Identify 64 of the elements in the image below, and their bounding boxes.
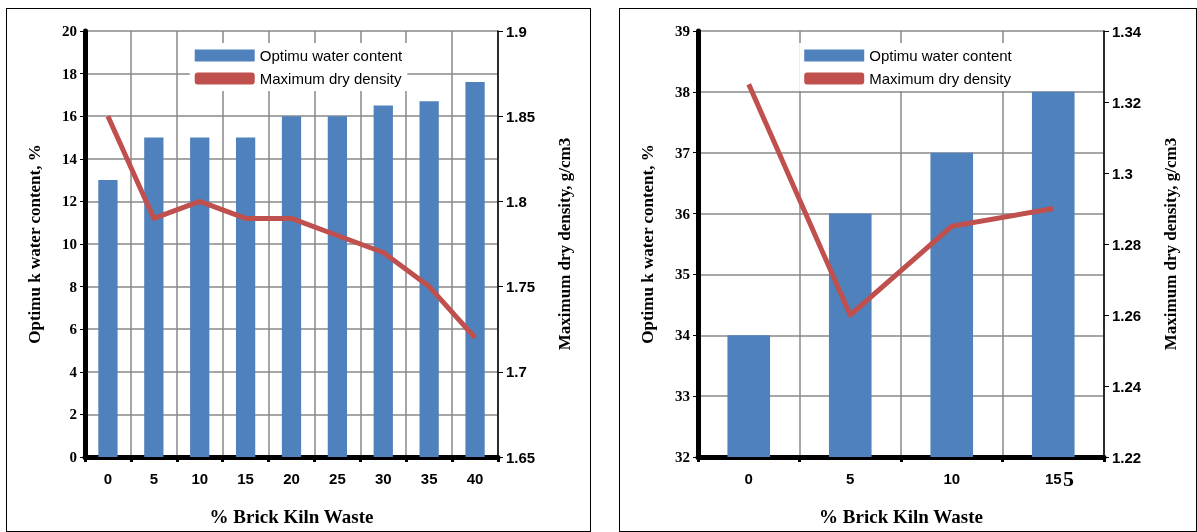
y2-tick-label: 1.32 (1112, 93, 1142, 111)
bar (373, 105, 393, 457)
y-tick-label: 2 (69, 406, 77, 423)
x-axis-title: % Brick Kiln Waste (819, 506, 983, 527)
y-tick-label: 18 (62, 65, 77, 82)
x-tick-label: 30 (374, 470, 392, 487)
y-axis-title: Optimu k water content, % (638, 144, 657, 344)
y-tick-label: 34 (675, 327, 691, 344)
y2-tick-label: 1.22 (1112, 448, 1142, 466)
legend-label: Maximum dry density (259, 70, 402, 87)
y2-tick-label: 1.28 (1112, 235, 1142, 253)
y-tick-label: 36 (675, 205, 691, 222)
x-tick-label: 10 (191, 470, 209, 487)
y-tick-label: 20 (62, 23, 77, 39)
y-axis-title: Optimu k water content, % (25, 144, 44, 344)
y-tick-label: 16 (62, 108, 78, 125)
y-tick-label: 4 (69, 363, 78, 380)
y-tick-label: 12 (62, 193, 77, 210)
bar (98, 180, 118, 457)
y-tick-label: 38 (675, 83, 690, 100)
legend-label: Optimu water content (869, 47, 1013, 64)
bar (144, 137, 164, 457)
y2-tick-label: 1.26 (1112, 306, 1142, 324)
y2-tick-label: 1.75 (506, 278, 536, 296)
y2-axis-title: Maximum dry density, g/cm3 (1161, 137, 1180, 351)
y-tick-label: 6 (69, 321, 78, 338)
x-tick-label: 10 (943, 470, 961, 487)
bar (281, 116, 302, 457)
y-tick-label: 37 (675, 144, 691, 161)
legend-label: Optimu water content (259, 47, 404, 64)
x-tick-label: 5 (846, 470, 855, 487)
y2-tick-label: 1.85 (506, 107, 536, 125)
y-tick-label: 33 (675, 388, 690, 405)
x-tick-label: 35 (420, 470, 438, 487)
bar (465, 82, 485, 457)
y-tick-label: 39 (675, 23, 690, 39)
y-tick-label: 8 (69, 278, 77, 295)
x-tick-label: 15 (237, 470, 254, 487)
y2-tick-label: 1.34 (1112, 22, 1142, 40)
y2-tick-label: 1.65 (506, 448, 536, 466)
x-tick-label: 5 (149, 470, 159, 487)
x-tick-label: 20 (283, 470, 300, 487)
y2-tick-label: 1.3 (1112, 164, 1133, 182)
bar (419, 101, 439, 457)
x-tick-label: 25 (329, 470, 346, 487)
x-tick-label: 0 (103, 470, 113, 487)
bar (327, 116, 348, 457)
x-tick-label: 0 (744, 470, 753, 487)
y-tick-label: 35 (675, 266, 690, 283)
legend-label: Maximum dry density (869, 70, 1012, 87)
x-axis-title: % Brick Kiln Waste (209, 506, 374, 527)
x-tick-label: 15 (1044, 470, 1062, 487)
y-tick-label: 32 (675, 449, 690, 465)
y2-tick-label: 1.8 (506, 192, 527, 210)
y2-axis-title: Maximum dry density, g/cm3 (555, 137, 574, 351)
y2-tick-label: 1.9 (506, 22, 527, 40)
x-tick-label: 40 (466, 470, 484, 487)
y-tick-label: 14 (62, 150, 78, 167)
y2-tick-label: 1.7 (506, 363, 527, 381)
bar (190, 137, 210, 457)
bar (235, 137, 256, 457)
y2-tick-label: 1.24 (1112, 377, 1142, 395)
y-tick-label: 10 (62, 236, 77, 252)
y-tick-label: 0 (69, 449, 77, 465)
